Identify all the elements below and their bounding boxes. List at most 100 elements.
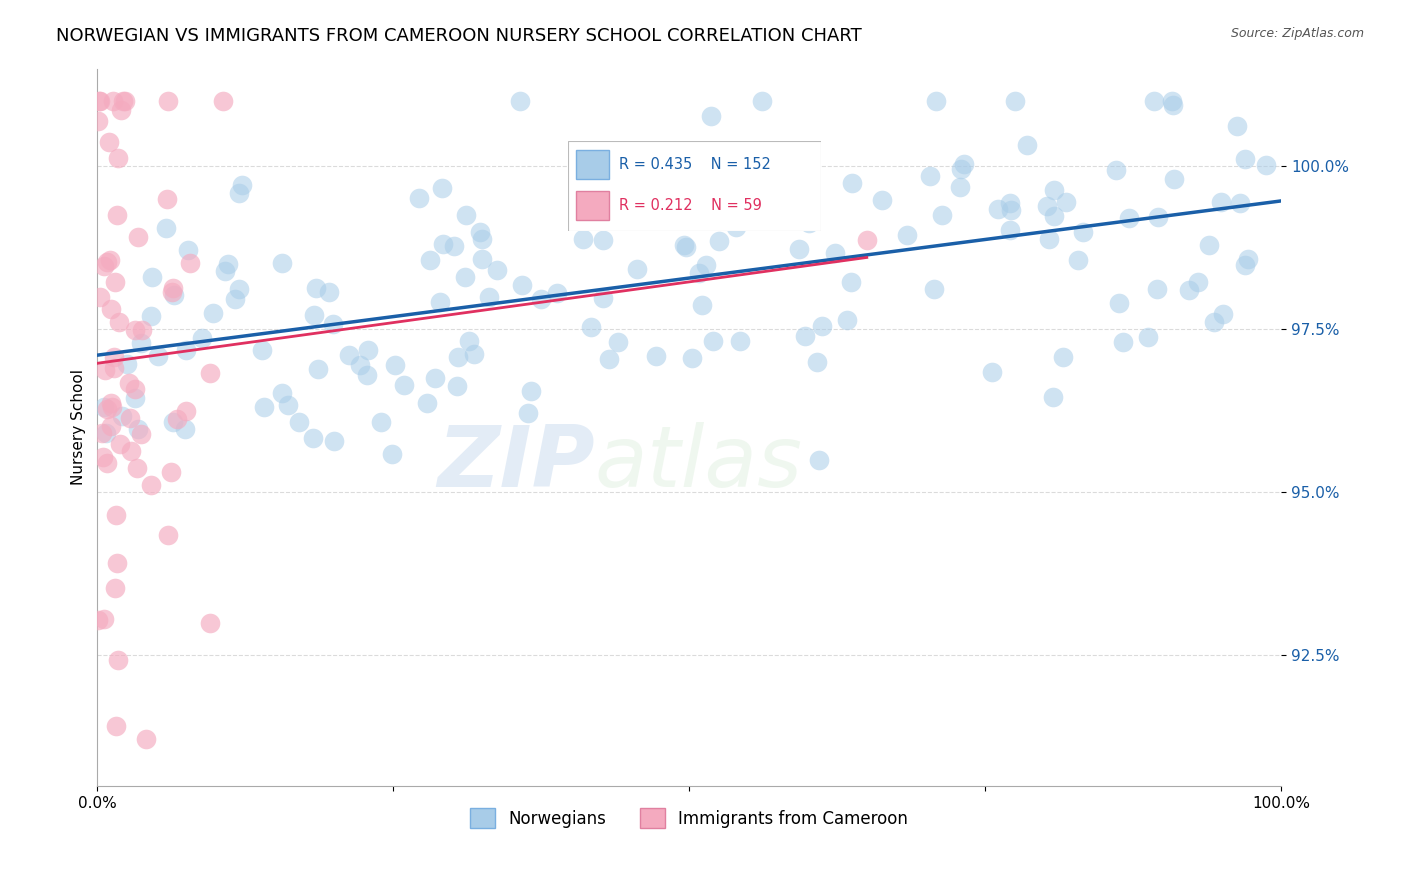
Point [174, 343, 197, 358]
Point [157, 94, 180, 108]
Point [231, 178, 253, 193]
Point [681, 351, 703, 366]
Point [1146, 282, 1168, 296]
Point [607, 335, 630, 350]
Point [707, 234, 730, 248]
Point [1212, 307, 1234, 321]
Point [688, 266, 710, 280]
Point [86, 114, 108, 128]
Point [94, 363, 117, 377]
Point [118, 376, 141, 391]
Point [124, 323, 146, 337]
Point [89, 290, 111, 304]
Point [1052, 350, 1074, 364]
Point [1108, 295, 1130, 310]
Point [700, 109, 723, 123]
Point [918, 169, 941, 184]
Point [100, 396, 122, 410]
Text: R = 0.212    N = 59: R = 0.212 N = 59 [619, 198, 762, 213]
Point [174, 421, 197, 435]
Point [174, 404, 197, 418]
Point [690, 298, 713, 312]
Point [787, 242, 810, 256]
Point [201, 306, 224, 320]
Point [217, 257, 239, 271]
Point [572, 232, 595, 246]
Point [108, 315, 131, 329]
Point [96, 401, 118, 416]
Point [252, 343, 274, 357]
Point [841, 176, 863, 190]
Point [520, 384, 543, 398]
Point [1036, 199, 1059, 213]
Point [416, 396, 439, 410]
Point [446, 379, 468, 393]
Point [1000, 223, 1022, 237]
Point [408, 191, 430, 205]
Point [419, 252, 441, 267]
Point [156, 192, 179, 206]
Point [105, 556, 128, 570]
Point [794, 203, 817, 218]
Point [1111, 334, 1133, 349]
Point [370, 415, 392, 429]
Point [1229, 196, 1251, 211]
Point [896, 228, 918, 243]
Point [510, 277, 533, 292]
Point [381, 447, 404, 461]
Point [980, 365, 1002, 379]
Point [117, 357, 139, 371]
Point [357, 343, 380, 358]
Point [318, 285, 340, 300]
Point [516, 406, 538, 420]
Point [430, 181, 453, 195]
Point [1000, 203, 1022, 218]
Point [471, 232, 494, 246]
Point [277, 398, 299, 412]
Point [91, 450, 114, 465]
Point [105, 208, 128, 222]
Point [87, 613, 110, 627]
Point [443, 239, 465, 253]
Point [1202, 315, 1225, 329]
Point [253, 400, 276, 414]
Point [1043, 183, 1066, 197]
Point [645, 349, 668, 363]
Text: NORWEGIAN VS IMMIGRANTS FROM CAMEROON NURSERY SCHOOL CORRELATION CHART: NORWEGIAN VS IMMIGRANTS FROM CAMEROON NU… [56, 27, 862, 45]
Point [987, 202, 1010, 216]
Point [148, 349, 170, 363]
Point [98, 252, 121, 267]
Point [581, 320, 603, 334]
Point [89, 94, 111, 108]
Point [824, 246, 846, 260]
Point [1105, 162, 1128, 177]
Point [797, 216, 820, 230]
Point [89, 94, 111, 108]
Point [675, 240, 697, 254]
Point [104, 581, 127, 595]
FancyBboxPatch shape [568, 142, 821, 231]
Point [337, 348, 360, 362]
Point [111, 409, 134, 423]
Point [695, 258, 717, 272]
Point [429, 294, 451, 309]
Point [1136, 330, 1159, 344]
Point [458, 334, 481, 348]
Point [228, 281, 250, 295]
Point [1043, 209, 1066, 223]
Point [162, 281, 184, 295]
Point [734, 194, 756, 209]
Point [139, 309, 162, 323]
Point [1187, 275, 1209, 289]
Point [1038, 232, 1060, 246]
Point [96, 255, 118, 269]
Point [90, 426, 112, 441]
Point [129, 335, 152, 350]
Point [672, 238, 695, 252]
Point [97, 135, 120, 149]
Point [1254, 158, 1277, 172]
Text: ZIP: ZIP [437, 422, 595, 505]
Point [1177, 283, 1199, 297]
Point [463, 346, 485, 360]
Point [423, 371, 446, 385]
